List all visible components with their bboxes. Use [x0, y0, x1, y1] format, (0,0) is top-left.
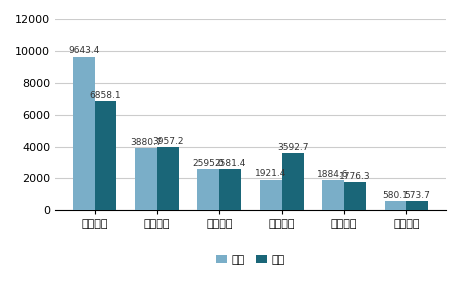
Text: 9643.4: 9643.4 [68, 46, 100, 55]
Bar [384, 201, 407, 210]
Text: 1921.4: 1921.4 [255, 169, 286, 178]
Bar [322, 180, 344, 210]
Text: 3880.7: 3880.7 [130, 138, 162, 147]
Bar [73, 57, 95, 210]
Text: 573.7: 573.7 [404, 191, 430, 200]
Legend: 产量, 销量: 产量, 销量 [212, 250, 290, 270]
Bar [219, 169, 241, 210]
Text: 2581.4: 2581.4 [214, 159, 246, 168]
Bar [157, 147, 179, 210]
Bar [135, 148, 157, 210]
Text: 3592.7: 3592.7 [277, 143, 308, 152]
Bar [282, 153, 303, 210]
Text: 580.1: 580.1 [383, 191, 408, 200]
Text: 1776.3: 1776.3 [339, 172, 371, 181]
Bar [197, 169, 219, 210]
Text: 6858.1: 6858.1 [90, 91, 121, 100]
Text: 2595.0: 2595.0 [193, 159, 224, 168]
Text: 1884.6: 1884.6 [317, 170, 349, 179]
Bar [260, 180, 282, 210]
Text: 3957.2: 3957.2 [152, 137, 183, 146]
Bar [344, 182, 366, 210]
Bar [407, 201, 428, 210]
Bar [95, 101, 117, 210]
